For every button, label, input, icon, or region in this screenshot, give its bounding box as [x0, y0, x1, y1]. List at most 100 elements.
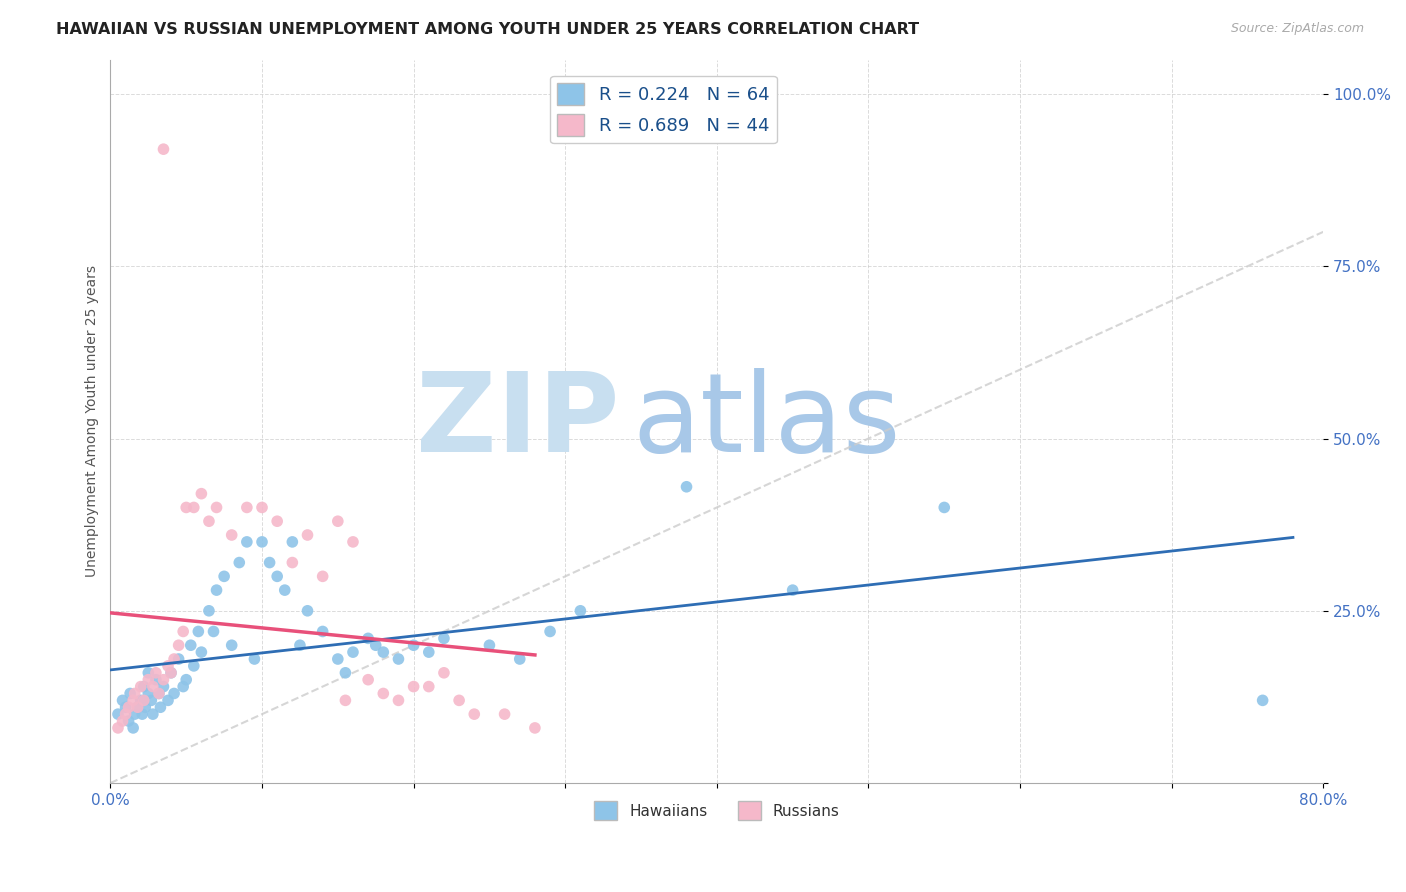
Point [311, 624, 333, 639]
Point [373, 686, 395, 700]
Point [274, 583, 297, 598]
Point [148, 686, 170, 700]
Point [132, 680, 155, 694]
Point [326, 514, 349, 528]
Point [117, 714, 139, 728]
Point [129, 693, 152, 707]
Point [1251, 693, 1274, 707]
Point [335, 693, 357, 707]
Point [152, 680, 174, 694]
Point [523, 721, 546, 735]
Point [141, 693, 163, 707]
Point [136, 673, 159, 687]
Point [433, 632, 456, 646]
Text: ZIP: ZIP [416, 368, 620, 475]
Point [107, 721, 129, 735]
Point [342, 535, 364, 549]
Point [373, 645, 395, 659]
Point [122, 721, 145, 735]
Point [205, 500, 228, 515]
Point [183, 500, 205, 515]
Point [160, 665, 183, 680]
Point [387, 693, 409, 707]
Point [131, 707, 153, 722]
Legend: Hawaiians, Russians: Hawaiians, Russians [588, 795, 846, 826]
Point [152, 142, 174, 156]
Point [433, 665, 456, 680]
Point [228, 556, 250, 570]
Point [167, 638, 190, 652]
Point [357, 673, 380, 687]
Point [114, 707, 136, 722]
Point [148, 686, 170, 700]
Y-axis label: Unemployment Among Youth under 25 years: Unemployment Among Youth under 25 years [86, 265, 100, 577]
Text: Source: ZipAtlas.com: Source: ZipAtlas.com [1230, 22, 1364, 36]
Point [281, 535, 304, 549]
Point [538, 624, 561, 639]
Point [180, 638, 202, 652]
Point [163, 686, 186, 700]
Point [152, 673, 174, 687]
Text: atlas: atlas [631, 368, 900, 475]
Point [449, 693, 471, 707]
Point [297, 604, 319, 618]
Point [675, 480, 697, 494]
Point [174, 500, 197, 515]
Point [145, 673, 167, 687]
Point [134, 700, 156, 714]
Point [111, 714, 134, 728]
Point [463, 707, 485, 722]
Point [221, 528, 243, 542]
Point [387, 652, 409, 666]
Point [402, 638, 425, 652]
Point [198, 514, 221, 528]
Point [163, 652, 186, 666]
Point [418, 680, 440, 694]
Point [326, 652, 349, 666]
Point [212, 569, 235, 583]
Point [250, 535, 273, 549]
Point [934, 500, 956, 515]
Point [174, 673, 197, 687]
Point [187, 624, 209, 639]
Point [132, 693, 155, 707]
Point [172, 680, 194, 694]
Point [160, 665, 183, 680]
Point [157, 659, 180, 673]
Point [136, 686, 159, 700]
Point [205, 583, 228, 598]
Point [117, 700, 139, 714]
Point [782, 583, 804, 598]
Point [236, 500, 259, 515]
Point [111, 693, 134, 707]
Point [142, 707, 165, 722]
Point [202, 624, 225, 639]
Point [357, 632, 380, 646]
Point [190, 645, 212, 659]
Point [311, 569, 333, 583]
Point [124, 707, 146, 722]
Point [342, 645, 364, 659]
Point [172, 624, 194, 639]
Point [183, 659, 205, 673]
Point [107, 707, 129, 722]
Point [281, 556, 304, 570]
Point [120, 686, 142, 700]
Point [198, 604, 221, 618]
Point [494, 707, 516, 722]
Point [157, 693, 180, 707]
Point [136, 665, 159, 680]
Point [266, 569, 288, 583]
Point [149, 700, 172, 714]
Point [243, 652, 266, 666]
Point [402, 680, 425, 694]
Point [364, 638, 387, 652]
Point [122, 693, 145, 707]
Point [127, 700, 149, 714]
Point [418, 645, 440, 659]
Point [297, 528, 319, 542]
Point [335, 665, 357, 680]
Point [236, 535, 259, 549]
Point [127, 700, 149, 714]
Point [190, 486, 212, 500]
